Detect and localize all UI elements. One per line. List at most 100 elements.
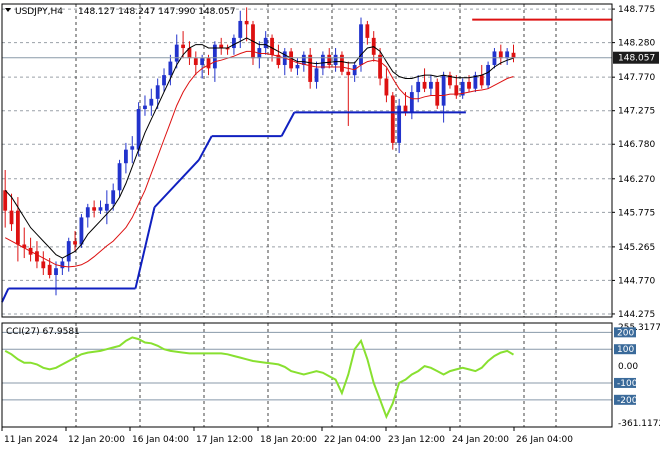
candle-body	[193, 58, 198, 65]
candle	[155, 78, 160, 110]
candle-body	[187, 48, 192, 59]
candle	[174, 34, 179, 69]
candle	[22, 227, 27, 259]
candle	[365, 20, 370, 45]
candle-body	[155, 85, 160, 99]
candle	[397, 98, 402, 154]
candle-body	[308, 54, 313, 82]
candle	[314, 61, 319, 89]
candle-body	[3, 190, 8, 211]
candle-body	[104, 203, 109, 211]
candle	[124, 142, 128, 174]
candle	[263, 31, 268, 55]
candle-body	[333, 54, 338, 65]
candle-body	[359, 24, 363, 65]
candle-body	[232, 37, 236, 49]
candle-body	[479, 75, 484, 86]
candle	[359, 17, 363, 72]
candle	[181, 31, 185, 59]
candle-body	[505, 51, 510, 59]
cci-tick-label: 100	[617, 345, 634, 355]
candle	[473, 71, 478, 93]
candle-body	[41, 261, 46, 269]
overlays	[1, 18, 612, 303]
candle	[162, 68, 166, 93]
candle-body	[473, 75, 478, 89]
candle	[435, 78, 440, 110]
time-tick-label: 24 Jan 20:00	[452, 435, 509, 445]
candle	[130, 136, 135, 164]
support-line-segment	[153, 159, 200, 208]
candle-body	[219, 44, 224, 49]
candle-body	[467, 81, 471, 89]
candle-body	[168, 61, 173, 76]
candle-body	[111, 190, 116, 204]
candle-body	[35, 251, 39, 262]
candle-body	[263, 37, 268, 49]
candle-body	[327, 54, 332, 65]
candle-body	[15, 210, 20, 245]
candle-body	[409, 92, 414, 113]
candle	[54, 261, 58, 296]
cci-tick-label: 255.3177	[618, 323, 660, 333]
price-tick-label: 144.770	[618, 276, 655, 286]
cci-label: CCI(27) 67.9581	[6, 327, 80, 337]
candle	[200, 54, 205, 79]
candle-body	[378, 54, 382, 79]
candle-body	[206, 58, 211, 69]
candle-body	[22, 244, 27, 248]
candle-body	[117, 163, 122, 191]
candle	[92, 200, 97, 218]
main-panel-border	[1, 3, 613, 318]
candle	[98, 200, 103, 215]
candle-body	[136, 109, 141, 150]
candle-body	[174, 44, 179, 62]
candle	[9, 193, 14, 231]
ma-slow-line	[4, 50, 514, 268]
price-tick-label: 147.770	[618, 73, 655, 83]
candle	[104, 190, 109, 225]
candle	[308, 48, 313, 89]
time-tick-label: 17 Jan 12:00	[196, 435, 253, 445]
symbol-label: USDJPY,H4	[15, 7, 63, 17]
candle-body	[320, 54, 325, 69]
time-tick-label: 11 Jan 2024	[4, 435, 58, 445]
candle	[460, 78, 465, 99]
candle-body	[448, 75, 452, 86]
current-price-tag	[613, 51, 659, 64]
candle-body	[149, 98, 154, 106]
candle-body	[9, 210, 14, 225]
candle	[511, 44, 516, 63]
current-price-value: 148.057	[618, 54, 655, 64]
cci-level-tag	[614, 327, 636, 338]
time-tick-label: 22 Jan 04:00	[324, 435, 381, 445]
candle-body	[244, 20, 249, 25]
cci-tick-label: 200	[617, 328, 634, 338]
candle-body	[60, 261, 65, 269]
candle-body	[162, 75, 166, 86]
candle-body	[460, 81, 465, 96]
candle-body	[66, 241, 71, 262]
candle	[429, 75, 433, 96]
cci-line	[4, 336, 515, 420]
candle-body	[295, 64, 300, 69]
candle-body	[397, 105, 402, 143]
candle-body	[47, 264, 52, 275]
price-tick-label: 146.780	[618, 140, 655, 150]
frame	[1, 3, 613, 428]
candle	[219, 37, 224, 55]
cci-level-tag	[614, 394, 636, 405]
candle-body	[301, 54, 306, 65]
cci-panel-border	[1, 322, 613, 428]
candle-body	[79, 217, 84, 245]
cci-tick-label: -361.1172	[618, 419, 660, 429]
candle-body	[238, 20, 243, 38]
candle-body	[390, 95, 395, 143]
candle	[346, 61, 351, 126]
support-line-segment	[280, 111, 296, 137]
candle-body	[98, 207, 103, 211]
ohlc-readout: 148.127 148.247 147.990 148.057	[78, 7, 235, 17]
candle-body	[124, 149, 128, 164]
